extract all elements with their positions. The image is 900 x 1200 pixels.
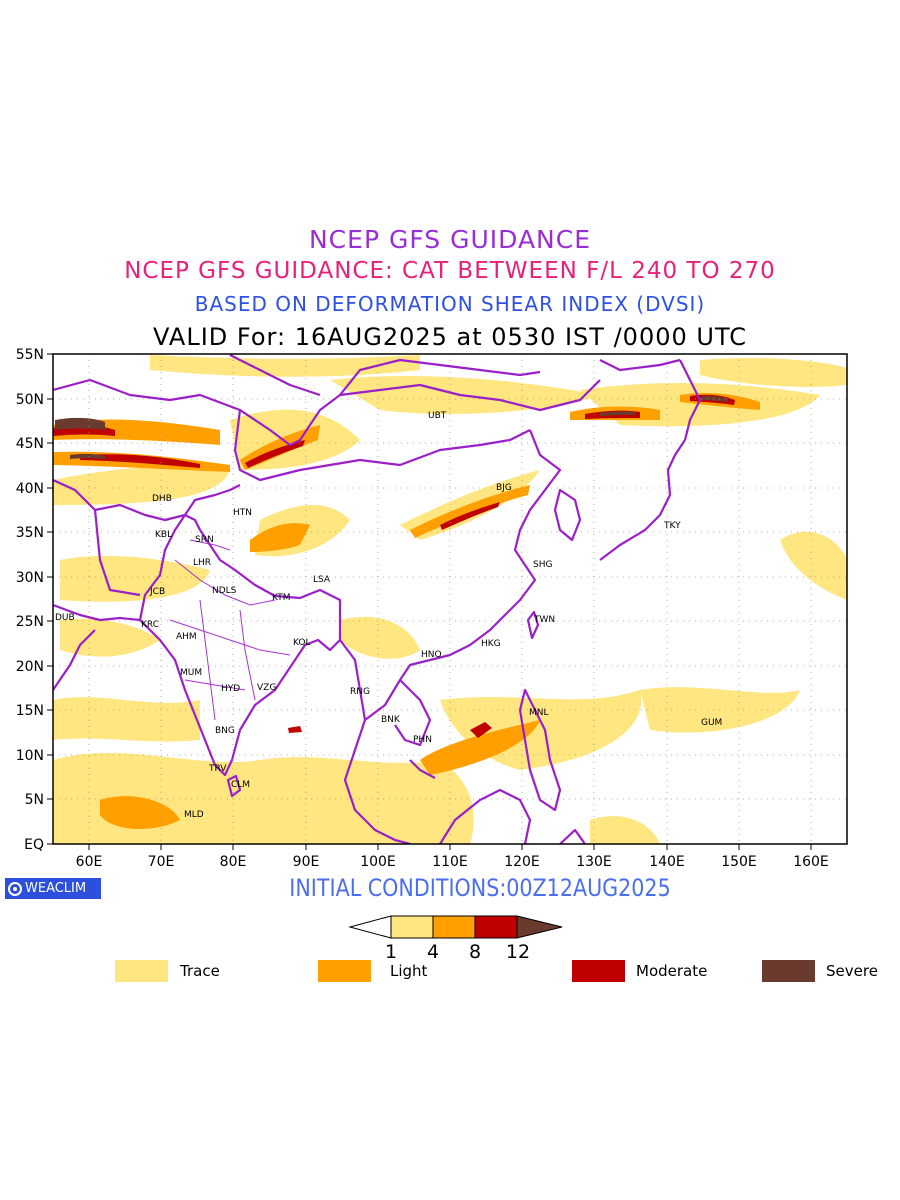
lon-label: 100E xyxy=(360,854,396,870)
legend-swatch xyxy=(572,960,625,982)
lat-label: 10N xyxy=(16,748,44,764)
lat-label: 15N xyxy=(16,703,44,719)
city-label: MLD xyxy=(184,810,204,820)
lat-label: 5N xyxy=(25,792,44,808)
city-label: KBL xyxy=(155,530,172,540)
lon-label: 120E xyxy=(504,854,540,870)
lon-label: 160E xyxy=(793,854,829,870)
title-line-2: NCEP GFS GUIDANCE: CAT BETWEEN F/L 240 T… xyxy=(124,258,776,284)
lat-label: 45N xyxy=(16,436,44,452)
city-label: BJG xyxy=(496,483,512,493)
lat-label: 55N xyxy=(16,347,44,363)
colorbar-segment xyxy=(390,915,434,939)
colorbar-tick-label: 4 xyxy=(427,941,439,963)
city-label: BNG xyxy=(215,726,235,736)
city-label: UBT xyxy=(428,411,447,421)
lat-label: 35N xyxy=(16,525,44,541)
city-label: KRC xyxy=(141,620,159,630)
initial-conditions: INITIAL CONDITIONS:00Z12AUG2025 xyxy=(289,874,671,902)
city-label: MUM xyxy=(180,668,202,678)
colorbar-ticks: 1 4 8 12 xyxy=(385,941,530,963)
badge-text: WEACLIM xyxy=(25,881,87,896)
colorbar-tick-label: 12 xyxy=(506,941,530,963)
lat-label: 50N xyxy=(16,392,44,408)
lon-label: 60E xyxy=(76,854,103,870)
severe-turbulence-areas xyxy=(55,396,728,459)
city-label: HKG xyxy=(481,639,501,649)
lon-label: 140E xyxy=(649,854,685,870)
colorbar-segment xyxy=(474,915,518,939)
colorbar-high-arrow xyxy=(516,915,563,939)
legend-label: Moderate xyxy=(636,962,708,980)
city-label: RNG xyxy=(350,687,370,697)
city-label: AHM xyxy=(176,632,197,642)
lat-label: EQ xyxy=(24,837,44,853)
city-label: PHN xyxy=(413,735,432,745)
lon-label: 110E xyxy=(432,854,468,870)
city-label: GUM xyxy=(701,718,722,728)
country-boundaries xyxy=(53,354,702,844)
lat-label: 20N xyxy=(16,659,44,675)
legend-label: Trace xyxy=(180,962,220,980)
lat-label: 25N xyxy=(16,614,44,630)
legend-swatch xyxy=(115,960,168,982)
city-label: HNO xyxy=(421,650,442,660)
city-label: VZG xyxy=(257,683,276,693)
city-label: DUB xyxy=(55,613,75,623)
lat-lon-grid xyxy=(53,354,847,844)
legend-swatch xyxy=(762,960,815,982)
city-label: HTN xyxy=(233,508,252,518)
weaclim-logo-icon xyxy=(8,881,22,896)
city-label: SHG xyxy=(533,560,552,570)
city-label: TWN xyxy=(533,615,555,625)
title-line-3: BASED ON DEFORMATION SHEAR INDEX (DVSI) xyxy=(194,292,706,316)
lon-label: 130E xyxy=(576,854,612,870)
city-label: TRV xyxy=(208,764,227,774)
colorbar-tick-label: 1 xyxy=(385,941,397,963)
lat-label: 30N xyxy=(16,570,44,586)
city-label: NDLS xyxy=(212,586,237,596)
city-label: TKY xyxy=(663,521,681,531)
axis-ticks xyxy=(47,353,812,850)
longitude-labels: 60E 70E 80E 90E 100E 110E 120E 130E 140E… xyxy=(76,854,829,870)
colorbar-tick-label: 8 xyxy=(469,941,481,963)
city-label: JCB xyxy=(149,587,165,597)
city-label: SRN xyxy=(195,535,214,545)
lat-label: 40N xyxy=(16,481,44,497)
lon-label: 70E xyxy=(148,854,175,870)
city-label: BNK xyxy=(381,715,401,725)
city-label: LHR xyxy=(193,558,211,568)
city-label: HYD xyxy=(221,684,240,694)
colorbar-low-arrow xyxy=(348,915,392,939)
weaclim-badge: WEACLIM xyxy=(5,878,101,899)
legend-swatch xyxy=(318,960,371,982)
city-label: MNL xyxy=(529,708,549,718)
title-line-1: NCEP GFS GUIDANCE xyxy=(308,225,591,254)
lon-label: 90E xyxy=(293,854,320,870)
city-label: DHB xyxy=(152,494,172,504)
city-label: KTM xyxy=(272,593,290,603)
lon-label: 150E xyxy=(721,854,757,870)
colorbar-segment xyxy=(432,915,476,939)
map-plot-area: UBT BJG DHB HTN KBL SRN LHR TKY SHG LSA … xyxy=(53,354,847,844)
latitude-labels: 55N 50N 45N 40N 35N 30N 25N 20N 15N 10N … xyxy=(16,347,44,853)
lon-label: 80E xyxy=(220,854,247,870)
colorbar xyxy=(348,915,563,939)
city-label: LSA xyxy=(313,575,331,585)
state-boundaries xyxy=(169,539,291,721)
city-label: CLM xyxy=(231,780,250,790)
valid-time-title: VALID For: 16AUG2025 at 0530 IST /0000 U… xyxy=(153,323,747,351)
city-labels: UBT BJG DHB HTN KBL SRN LHR TKY SHG LSA … xyxy=(55,411,722,820)
city-label: KOL xyxy=(293,638,311,648)
legend-label: Light xyxy=(390,962,428,980)
legend-label: Severe xyxy=(826,962,878,980)
